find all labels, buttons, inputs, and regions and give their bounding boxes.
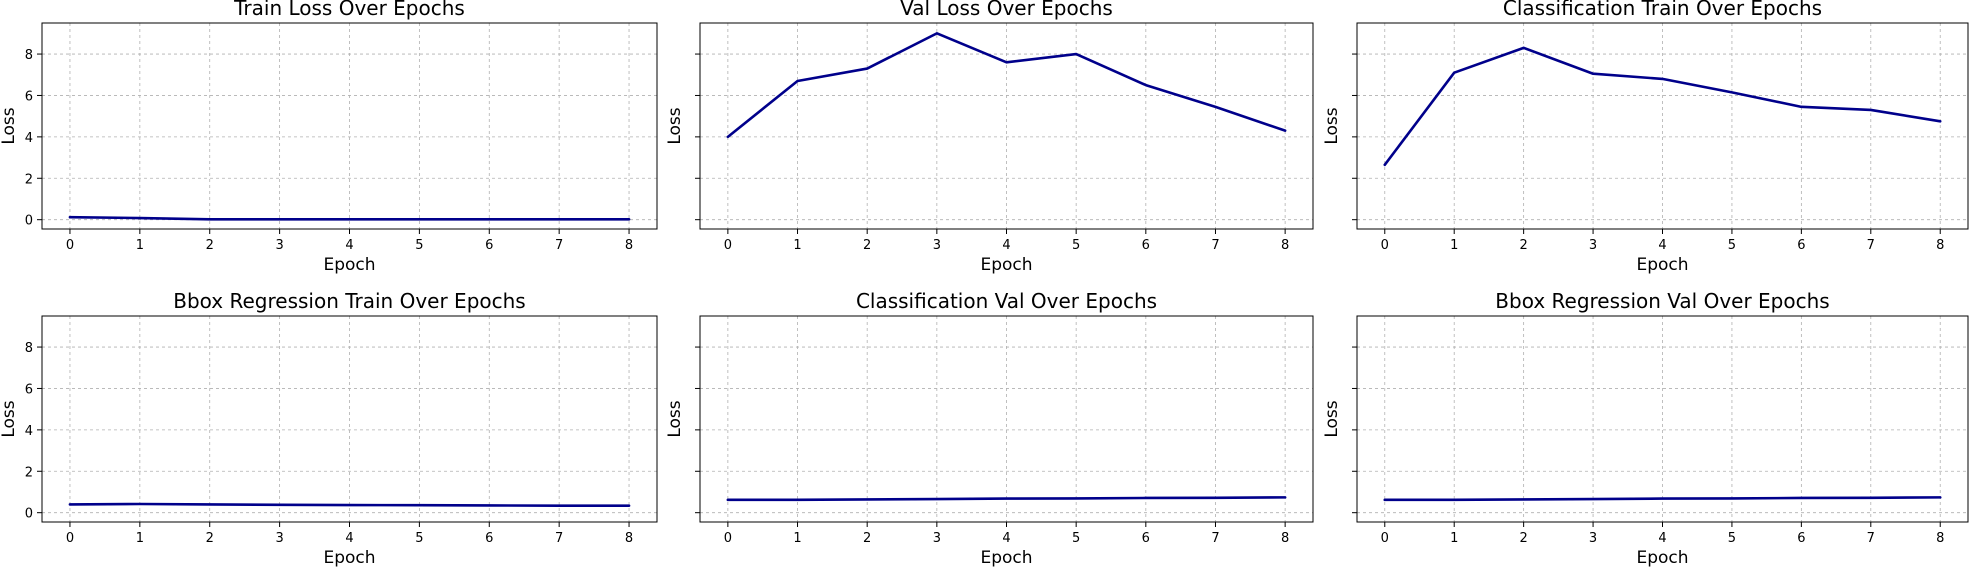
x-tick-label: 2 — [206, 238, 214, 253]
chart-panel-5: 0 1 2 3 4 5 6 7 8 Epoch Loss Classification Val Ove… — [665, 289, 1314, 568]
loss-series-line — [1383, 46, 1942, 167]
x-tick-label: 4 — [345, 531, 353, 546]
x-tick-label: 7 — [1211, 531, 1219, 546]
x-axis-label: Epoch — [980, 255, 1032, 275]
x-tick-label: 4 — [1002, 531, 1010, 546]
y-tick-label: 4 — [25, 424, 33, 439]
x-tick-label: 5 — [1072, 238, 1080, 253]
x-tick-label: 0 — [724, 238, 732, 253]
chart-panel-3: 0 1 2 3 4 5 6 7 8 Epoch Loss Classification Train O… — [1322, 0, 1969, 275]
x-tick-label: 0 — [724, 531, 732, 546]
chart-panel-2: 0 1 2 3 4 5 6 7 8 Epoch Loss Val Loss Over Epochs — [665, 0, 1314, 275]
chart-title: Train Loss Over Epochs — [233, 0, 465, 20]
x-tick-label: 0 — [66, 531, 74, 546]
x-tick-label: 7 — [1867, 531, 1875, 546]
y-axis-label: Loss — [665, 400, 685, 437]
x-tick-label: 6 — [1142, 531, 1150, 546]
x-tick-label: 3 — [275, 238, 283, 253]
chart-title: Classification Val Over Epochs — [856, 289, 1157, 313]
x-tick-label: 3 — [1589, 531, 1597, 546]
loss-series-line — [1383, 496, 1942, 502]
x-tick-label: 5 — [415, 238, 423, 253]
loss-series-line — [726, 32, 1287, 139]
y-axis-label: Loss — [1322, 107, 1342, 144]
x-tick-label: 5 — [1728, 238, 1736, 253]
y-tick-label: 0 — [25, 507, 33, 522]
x-tick-label: 1 — [1450, 531, 1458, 546]
chart-panel-6: 0 1 2 3 4 5 6 7 8 Epoch Loss Bbox Regression Val Ov… — [1322, 289, 1969, 568]
x-tick-label: 6 — [485, 238, 493, 253]
x-tick-label: 4 — [345, 238, 353, 253]
x-tick-label: 1 — [136, 531, 144, 546]
chart-title: Val Loss Over Epochs — [900, 0, 1113, 20]
x-tick-label: 8 — [1281, 531, 1289, 546]
x-tick-label: 1 — [793, 531, 801, 546]
x-tick-label: 1 — [793, 238, 801, 253]
y-tick-label: 8 — [25, 341, 33, 356]
x-tick-label: 2 — [1519, 238, 1527, 253]
x-tick-label: 3 — [933, 238, 941, 253]
x-tick-label: 2 — [1519, 531, 1527, 546]
x-tick-label: 4 — [1658, 238, 1666, 253]
x-tick-label: 1 — [136, 238, 144, 253]
x-tick-label: 6 — [485, 531, 493, 546]
y-tick-label: 6 — [25, 382, 33, 397]
x-tick-label: 0 — [66, 238, 74, 253]
x-tick-label: 0 — [1381, 238, 1389, 253]
y-tick-label: 4 — [25, 131, 33, 146]
x-tick-label: 0 — [1381, 531, 1389, 546]
x-tick-label: 2 — [206, 531, 214, 546]
y-axis-label: Loss — [665, 107, 685, 144]
chart-title: Bbox Regression Train Over Epochs — [173, 289, 525, 313]
chart-panel-4: 0 1 2 3 4 5 6 7 8 0 2 4 6 8 Epoch Loss Bbox Regression T… — [0, 289, 658, 568]
chart-title: Classification Train Over Epochs — [1503, 0, 1822, 20]
x-tick-label: 6 — [1797, 531, 1805, 546]
chart-title: Bbox Regression Val Over Epochs — [1495, 289, 1829, 313]
x-tick-label: 5 — [415, 531, 423, 546]
x-tick-label: 6 — [1797, 238, 1805, 253]
y-axis-label: Loss — [0, 400, 19, 437]
y-tick-label: 6 — [25, 89, 33, 104]
x-tick-label: 5 — [1072, 531, 1080, 546]
y-axis-label: Loss — [1322, 400, 1342, 437]
x-tick-label: 7 — [555, 238, 563, 253]
x-tick-label: 7 — [1211, 238, 1219, 253]
x-axis-label: Epoch — [1636, 548, 1688, 568]
loss-series-line — [68, 502, 631, 507]
y-tick-label: 2 — [25, 465, 33, 480]
y-tick-label: 2 — [25, 172, 33, 187]
x-tick-label: 8 — [1936, 531, 1944, 546]
y-axis-label: Loss — [0, 107, 19, 144]
x-tick-label: 4 — [1002, 238, 1010, 253]
x-axis-label: Epoch — [323, 548, 375, 568]
x-tick-label: 2 — [863, 238, 871, 253]
x-tick-label: 3 — [933, 531, 941, 546]
chart-panel-1: 0 1 2 3 4 5 6 7 8 0 2 4 6 8 Epoch Loss Train Loss Over E… — [0, 0, 658, 275]
y-tick-label: 8 — [25, 48, 33, 63]
x-tick-label: 1 — [1450, 238, 1458, 253]
y-tick-label: 0 — [25, 214, 33, 229]
x-axis-label: Epoch — [323, 255, 375, 275]
x-tick-label: 8 — [1936, 238, 1944, 253]
x-tick-label: 7 — [555, 531, 563, 546]
x-tick-label: 3 — [275, 531, 283, 546]
loss-series-line — [68, 215, 631, 221]
loss-series-line — [726, 496, 1287, 502]
x-tick-label: 8 — [625, 238, 633, 253]
x-tick-label: 3 — [1589, 238, 1597, 253]
x-tick-label: 6 — [1142, 238, 1150, 253]
x-tick-label: 4 — [1658, 531, 1666, 546]
x-axis-label: Epoch — [980, 548, 1032, 568]
x-tick-label: 2 — [863, 531, 871, 546]
x-axis-label: Epoch — [1636, 255, 1688, 275]
x-tick-label: 7 — [1867, 238, 1875, 253]
x-tick-label: 8 — [1281, 238, 1289, 253]
x-tick-label: 5 — [1728, 531, 1736, 546]
x-tick-label: 8 — [625, 531, 633, 546]
